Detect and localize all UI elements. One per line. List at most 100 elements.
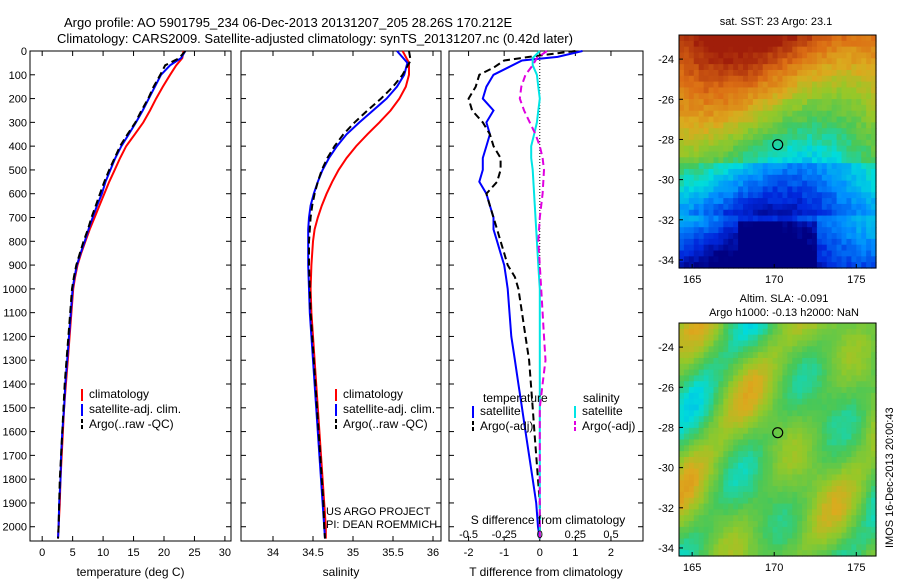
map-cell xyxy=(792,256,798,263)
map-cell xyxy=(797,256,803,263)
map-cell xyxy=(752,410,759,417)
map-cell xyxy=(807,352,813,359)
map-cell xyxy=(846,515,852,522)
map-cell xyxy=(762,451,769,458)
map-cell xyxy=(728,515,734,522)
map-cell xyxy=(703,238,710,246)
map-cell xyxy=(811,381,818,388)
profile-charts: 0 5 10 15 20 25 300100200300400500600700800900… xyxy=(3,46,644,579)
map-cell xyxy=(836,81,843,89)
map-cell xyxy=(683,346,690,353)
map-cell xyxy=(767,180,774,188)
map-cell xyxy=(841,491,848,499)
map-cell xyxy=(683,233,690,240)
map-cell xyxy=(747,486,754,493)
map-cell xyxy=(792,416,798,423)
map-cell xyxy=(777,128,784,135)
map-cell xyxy=(679,451,685,458)
map-cell xyxy=(851,445,857,452)
map-cell xyxy=(782,174,788,182)
map-cell xyxy=(708,544,715,551)
map-cell xyxy=(856,209,862,217)
map-cell xyxy=(698,128,705,135)
map-cell xyxy=(747,46,754,54)
map-cell xyxy=(752,550,759,557)
map-cell xyxy=(698,35,705,42)
map-cell xyxy=(767,433,774,441)
map-cell xyxy=(747,538,754,545)
map-cell xyxy=(851,334,857,342)
map-cell xyxy=(688,334,695,342)
map-cell xyxy=(841,346,848,353)
map-cell xyxy=(693,433,700,441)
map-cell xyxy=(851,69,857,77)
map-cell xyxy=(772,151,779,158)
map-cell xyxy=(866,75,872,83)
map-cell xyxy=(733,503,739,510)
map-cell xyxy=(723,404,729,411)
map-cell xyxy=(811,334,818,342)
map-cell xyxy=(743,116,749,123)
map-cell xyxy=(752,456,759,464)
map-cell xyxy=(866,139,872,147)
map-cell xyxy=(738,439,744,446)
map-cell xyxy=(728,256,734,263)
map-cell xyxy=(688,515,695,522)
map-cell xyxy=(703,445,710,452)
map-cell xyxy=(807,139,813,147)
map-cell xyxy=(821,110,828,118)
map-cell xyxy=(836,398,843,406)
map-cell xyxy=(851,526,857,534)
map-cell xyxy=(846,93,852,100)
map-cell xyxy=(826,256,833,263)
map-cell xyxy=(846,168,852,176)
map-cell xyxy=(723,250,729,257)
map-cell xyxy=(811,486,818,493)
map-cell xyxy=(846,203,852,211)
map-cell xyxy=(762,64,769,71)
map-cell xyxy=(861,203,867,211)
map-cell xyxy=(807,416,813,423)
map-cell xyxy=(866,87,872,94)
map-cell xyxy=(693,544,700,551)
map-cell xyxy=(708,410,715,417)
y-tick-label: 1200 xyxy=(3,331,27,343)
map-cell xyxy=(777,221,784,228)
map-cell xyxy=(679,227,685,234)
map-cell xyxy=(807,104,813,112)
map-cell xyxy=(679,363,685,371)
map-cell xyxy=(713,462,719,470)
map-cell xyxy=(743,233,749,240)
map-cell xyxy=(841,497,848,505)
map-cell xyxy=(752,46,759,54)
map-cell xyxy=(708,451,715,458)
map-cell xyxy=(866,35,872,42)
map-cell xyxy=(841,198,848,205)
map-cell xyxy=(703,422,710,429)
map-cell xyxy=(728,250,734,257)
map-cell xyxy=(777,387,784,394)
map-cell xyxy=(693,81,700,89)
map-cell xyxy=(723,491,729,499)
map-cell xyxy=(851,433,857,441)
map-cell xyxy=(747,35,754,42)
map-cell xyxy=(738,227,744,234)
map-cell xyxy=(871,262,877,269)
map-cell xyxy=(797,238,803,246)
map-cell xyxy=(718,439,724,446)
map-cell xyxy=(698,244,705,252)
map-cell xyxy=(807,381,813,388)
map-cell xyxy=(772,474,779,481)
map-cell xyxy=(802,468,808,476)
map-cell xyxy=(683,404,690,411)
map-cell xyxy=(841,168,848,176)
map-cell xyxy=(688,192,695,199)
map-cell xyxy=(757,244,764,252)
map-cell xyxy=(851,46,857,54)
map-cell xyxy=(797,250,803,257)
map-cell xyxy=(782,451,788,458)
map-cell xyxy=(772,544,779,551)
map-cell xyxy=(866,503,872,510)
map-cell xyxy=(777,69,784,77)
map-cell xyxy=(792,491,798,499)
